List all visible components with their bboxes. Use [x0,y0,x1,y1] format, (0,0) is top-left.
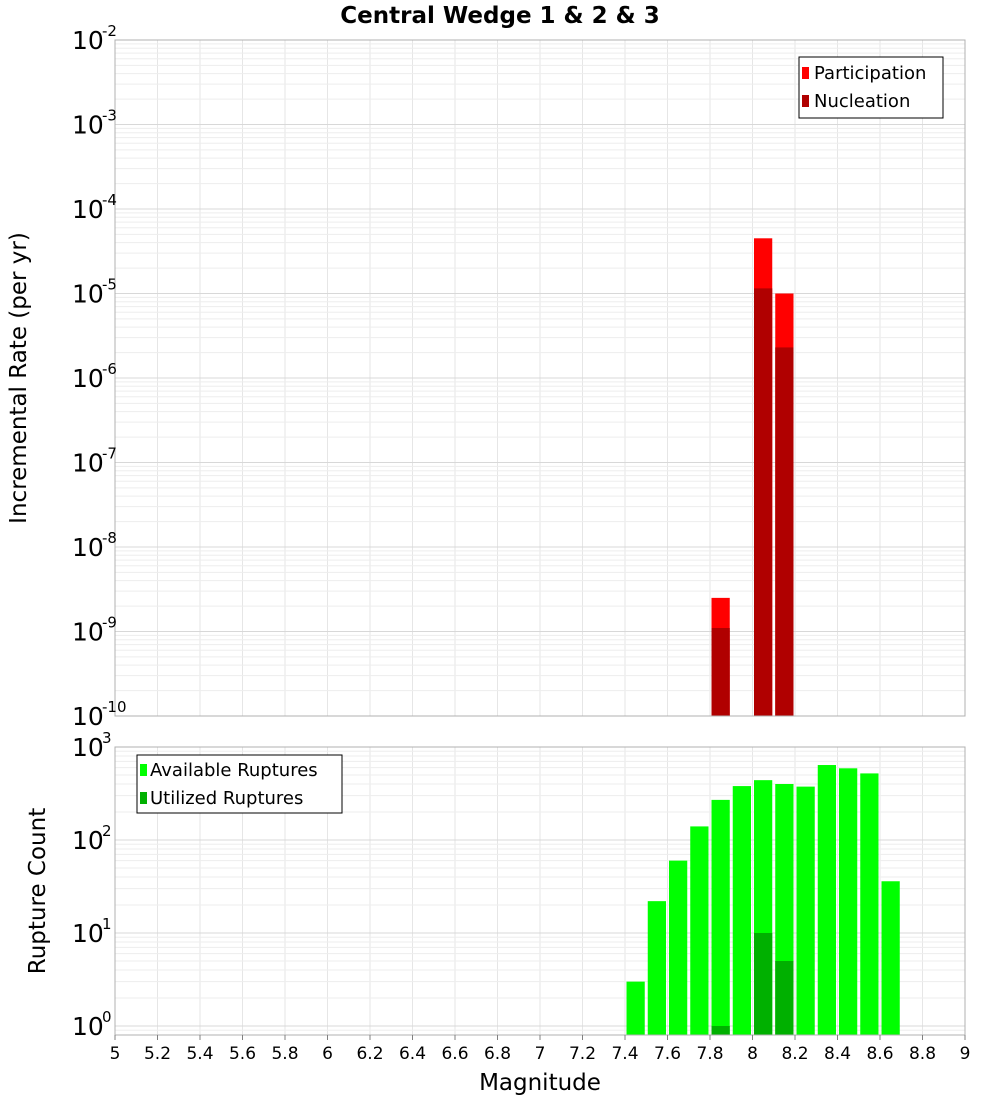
legend-nucleation-swatch [802,95,809,107]
rate-plot-grid [114,40,966,717]
legend-utilized-label: Utilized Ruptures [150,788,303,809]
x-tick-label: 8.8 [909,1044,936,1064]
rate-y-tick-exponent: -10 [102,698,127,716]
x-tick-label: 5.4 [186,1044,213,1064]
rate-legend: Participation Nucleation [798,56,944,119]
x-tick-label: 8.6 [866,1044,893,1064]
rate-y-tick-label: 10 [72,26,104,55]
count-bar-utilized-ruptures [775,960,794,1035]
count-y-tick-exponent: 0 [102,1008,112,1026]
legend-participation-label: Participation [814,63,926,84]
rate-y-tick-label: 10 [72,533,104,562]
count-bar-available-ruptures [860,773,879,1035]
count-y-tick-exponent: 3 [102,729,112,747]
count-bar-available-ruptures [647,901,666,1035]
legend-available-label: Available Ruptures [150,760,318,781]
x-tick-label: 6 [322,1044,333,1064]
count-bar-utilized-ruptures [711,1025,730,1035]
x-tick-label: 5 [110,1044,121,1064]
count-legend: Available Ruptures Utilized Ruptures [136,754,343,814]
x-tick-label: 5.2 [144,1044,171,1064]
count-bar-available-ruptures [817,765,836,1035]
legend-participation-swatch [802,67,809,79]
legend-utilized-swatch [140,792,147,804]
x-tick-label: 8.2 [781,1044,808,1064]
count-bar-available-ruptures [669,860,688,1035]
rate-y-tick-label: 10 [72,364,104,393]
count-y-axis-label: Rupture Count [25,808,51,974]
rate-y-tick-exponent: -9 [102,614,117,632]
rate-bars [711,238,794,717]
x-tick-label: 6.6 [441,1044,468,1064]
rate-bar-nucleation [754,288,773,716]
x-tick-label: 7.4 [611,1044,638,1064]
count-bar-utilized-ruptures [754,932,773,1035]
x-tick-label: 5.6 [229,1044,256,1064]
rate-y-tick-exponent: -7 [102,445,117,463]
count-bar-available-ruptures [732,786,751,1035]
rate-y-tick-label: 10 [72,618,104,647]
count-y-tick-label: 10 [72,919,104,948]
rate-y-tick-label: 10 [72,280,104,309]
rate-bar-nucleation [711,628,730,716]
count-bar-available-ruptures [711,799,730,1035]
legend-nucleation-label: Nucleation [814,91,910,112]
legend-available-swatch [140,764,147,776]
x-tick-label: 8.4 [824,1044,851,1064]
rate-y-tick-exponent: -3 [102,107,117,125]
x-tick-label: 6.2 [356,1044,383,1064]
rate-y-tick-label: 10 [72,195,104,224]
count-bar-available-ruptures [839,768,858,1035]
count-y-tick-exponent: 1 [102,915,112,933]
rate-y-axis-label: Incremental Rate (per yr) [6,232,32,524]
count-bars [626,765,900,1035]
x-tick-label: 6.4 [399,1044,426,1064]
x-ticks: 5 5.2 5.4 5.6 5.8 6 6.2 6.4 6.6 6.8 7 7.2 7.4 7.6 7.8 8… [110,1035,971,1064]
rate-bar-nucleation [775,347,794,716]
x-tick-label: 7.6 [654,1044,681,1064]
rate-y-tick-exponent: -5 [102,276,117,294]
rate-y-tick-label: 10 [72,702,104,731]
x-tick-label: 7.8 [696,1044,723,1064]
count-y-tick-label: 10 [72,733,104,762]
count-bar-available-ruptures [796,786,815,1035]
count-bar-available-ruptures [626,981,645,1035]
rate-y-tick-exponent: -8 [102,529,117,547]
chart-title: Central Wedge 1 & 2 & 3 [340,3,659,29]
x-tick-label: 7.2 [569,1044,596,1064]
x-tick-label: 5.8 [271,1044,298,1064]
x-tick-label: 7 [535,1044,546,1064]
count-bar-available-ruptures [690,826,709,1035]
rate-y-tick-exponent: -6 [102,360,117,378]
rate-y-tick-label: 10 [72,449,104,478]
count-y-tick-label: 10 [72,826,104,855]
count-y-tick-exponent: 2 [102,822,112,840]
count-bar-available-ruptures [881,881,900,1035]
rate-y-tick-exponent: -4 [102,191,117,209]
x-tick-label: 9 [960,1044,971,1064]
rate-plot-frame [114,39,966,717]
x-tick-label: 6.8 [484,1044,511,1064]
count-y-tick-label: 10 [72,1012,104,1041]
x-axis-label: Magnitude [479,1070,601,1096]
rate-y-tick-label: 10 [72,111,104,140]
rate-y-tick-exponent: -2 [102,22,117,40]
x-tick-label: 8 [747,1044,758,1064]
